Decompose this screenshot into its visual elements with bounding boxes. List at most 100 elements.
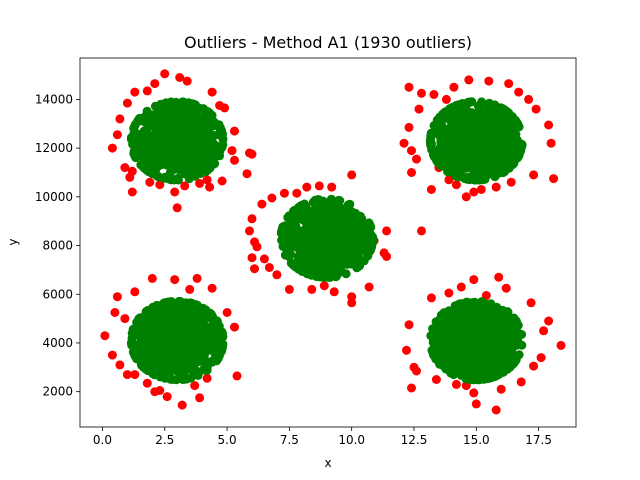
inlier-point <box>168 106 178 116</box>
x-tick-label: 17.5 <box>525 433 552 447</box>
inlier-point <box>284 211 294 221</box>
inlier-point <box>481 129 491 139</box>
inlier-point <box>454 100 463 110</box>
outlier-point <box>407 168 416 177</box>
inlier-point <box>319 263 328 273</box>
outlier-point <box>444 288 454 298</box>
inlier-point <box>155 109 165 119</box>
inlier-point <box>509 313 519 323</box>
inlier-point <box>439 361 449 371</box>
inlier-point <box>191 128 201 138</box>
outlier-point <box>107 350 117 360</box>
outlier-point <box>526 298 536 308</box>
inlier-point <box>317 198 327 208</box>
inlier-point <box>435 142 445 152</box>
inlier-point <box>303 267 313 277</box>
inlier-point <box>160 320 170 330</box>
outlier-point <box>449 82 459 92</box>
inlier-point <box>189 119 199 129</box>
inlier-point <box>347 225 357 235</box>
outlier-point <box>264 263 274 272</box>
inlier-point <box>440 350 450 360</box>
outlier-point <box>451 379 461 389</box>
inlier-point <box>183 130 193 140</box>
inlier-point <box>439 308 449 318</box>
outlier-point <box>232 371 242 381</box>
inlier-point <box>154 301 164 311</box>
outlier-point <box>544 316 554 326</box>
outlier-point <box>217 176 227 186</box>
inlier-point <box>212 317 222 327</box>
inlier-point <box>152 314 162 324</box>
inlier-point <box>479 335 489 345</box>
inlier-point <box>310 231 320 241</box>
inlier-point <box>466 118 476 128</box>
outlier-point <box>245 226 254 236</box>
outlier-point <box>461 192 471 202</box>
outlier-point <box>147 273 157 283</box>
outlier-point <box>549 174 559 184</box>
outlier-point <box>402 345 411 355</box>
inlier-point <box>134 314 144 324</box>
outlier-point <box>382 252 392 261</box>
outlier-point <box>491 405 501 415</box>
outlier-point <box>404 122 414 132</box>
inlier-point <box>493 114 503 124</box>
outlier-point <box>501 283 511 293</box>
inlier-point <box>499 165 509 175</box>
inlier-cluster <box>126 97 228 185</box>
outlier-point <box>227 146 237 156</box>
outlier-point <box>412 154 421 164</box>
outlier-point <box>464 75 474 85</box>
inlier-point <box>183 356 193 366</box>
outlier-point <box>429 90 439 99</box>
outlier-point <box>115 360 125 370</box>
inlier-point <box>159 122 169 132</box>
inlier-point <box>463 97 473 107</box>
inlier-point <box>368 236 377 246</box>
inlier-point <box>163 174 173 184</box>
inlier-point <box>492 357 501 367</box>
inlier-point <box>312 215 322 225</box>
y-tick-label: 6000 <box>42 287 73 301</box>
outlier-point <box>444 175 454 185</box>
inlier-point <box>284 249 294 259</box>
inlier-point <box>172 347 182 356</box>
outlier-point <box>259 254 269 264</box>
inlier-point <box>183 374 193 384</box>
outlier-point <box>150 79 160 89</box>
inlier-point <box>136 160 146 170</box>
inlier-point <box>162 160 172 170</box>
inlier-point <box>155 372 165 382</box>
inlier-point <box>167 334 177 344</box>
outlier-point <box>172 203 182 213</box>
inlier-point <box>138 362 148 372</box>
outlier-point <box>329 287 339 297</box>
inlier-point <box>185 346 195 356</box>
inlier-point <box>186 298 196 308</box>
inlier-point <box>514 331 523 341</box>
inlier-point <box>179 116 189 126</box>
inlier-point <box>498 306 508 316</box>
inlier-point <box>455 118 465 128</box>
outlier-point <box>122 98 132 108</box>
inlier-point <box>141 307 151 317</box>
outlier-point <box>544 120 554 130</box>
outlier-point <box>155 180 165 190</box>
outlier-point <box>471 399 481 409</box>
inlier-point <box>294 261 304 271</box>
outlier-point <box>469 275 479 285</box>
inlier-point <box>499 341 509 351</box>
outlier-point <box>404 82 414 92</box>
x-tick-label: 12.5 <box>401 433 428 447</box>
inlier-point <box>444 336 454 346</box>
inlier-point <box>510 115 520 125</box>
outlier-point <box>504 79 514 89</box>
inlier-point <box>463 374 473 384</box>
inlier-point <box>199 333 209 343</box>
outlier-point <box>170 187 180 197</box>
outlier-point <box>160 69 170 79</box>
outlier-point <box>247 253 257 263</box>
inlier-point <box>436 161 446 171</box>
outlier-point <box>230 126 239 136</box>
